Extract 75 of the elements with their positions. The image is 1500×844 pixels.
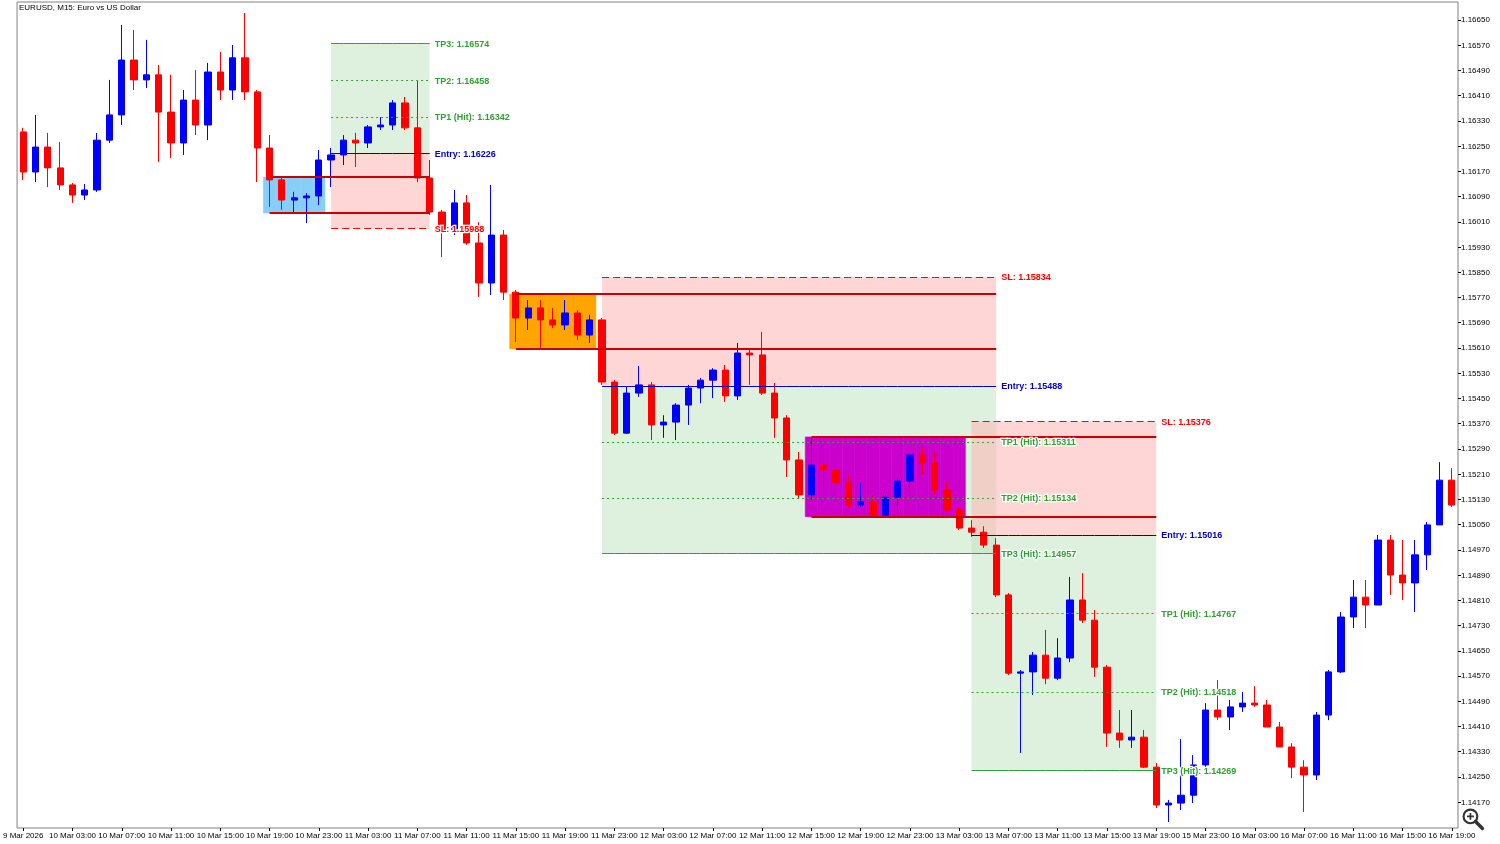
y-tick-label: 1.16570 [1461,40,1491,50]
x-tick-label: 12 Mar 07:00 [689,830,738,840]
y-tick-label: 1.16490 [1461,65,1491,75]
y-tick-label: 1.16250 [1461,141,1491,151]
series-label: TP2: 1.16458 [434,75,490,86]
x-tick-label: 11 Mar 11:00 [443,830,491,840]
y-tick-label: 1.14250 [1461,772,1491,782]
chart-title: EURUSD, M15: Euro vs US Dollar [19,2,142,12]
series-label: TP3: 1.16574 [434,38,490,49]
x-tick-label: 16 Mar 15:00 [1379,830,1427,840]
x-tick-label: 13 Mar 19:00 [1132,830,1181,840]
x-tick-label: 10 Mar 03:00 [48,830,97,840]
y-tick-label: 1.15210 [1461,469,1491,479]
series-label: TP1 (Hit): 1.14767 [1161,608,1237,619]
x-tick-label: 15 Mar 23:00 [1181,830,1230,840]
y-tick-label: 1.15610 [1461,343,1491,353]
x-tick-label: 10 Mar 23:00 [295,830,343,840]
y-tick-label: 1.14970 [1461,545,1491,555]
x-tick-label: 16 Mar 07:00 [1280,830,1329,840]
x-tick-label: 13 Mar 11:00 [1034,830,1082,840]
y-tick-label: 1.16170 [1461,166,1491,176]
y-tick-label: 1.14490 [1461,696,1491,706]
x-tick-label: 12 Mar 11:00 [738,830,786,840]
x-tick-label: 11 Mar 19:00 [541,830,589,840]
y-tick-label: 1.15850 [1461,267,1491,277]
x-tick-label: 11 Mar 15:00 [492,830,540,840]
x-tick-label: 13 Mar 07:00 [984,830,1033,840]
y-tick-label: 1.15370 [1461,419,1491,429]
y-tick-label: 1.16090 [1461,192,1491,202]
x-tick-label: 12 Mar 03:00 [640,830,688,840]
y-tick-label: 1.14650 [1461,646,1491,656]
y-tick-label: 1.14730 [1461,621,1491,631]
y-tick-label: 1.16010 [1461,217,1491,227]
x-tick-label: 9 Mar 2026 [3,830,45,840]
x-tick-label: 16 Mar 03:00 [1231,830,1279,840]
y-tick-label: 1.15530 [1461,368,1491,378]
y-tick-label: 1.16650 [1461,15,1491,25]
y-tick-label: 1.15770 [1461,293,1491,303]
x-tick-label: 10 Mar 19:00 [245,830,294,840]
x-tick-label: 11 Mar 23:00 [591,830,639,840]
x-tick-label: 11 Mar 03:00 [344,830,392,840]
x-tick-label: 11 Mar 07:00 [394,830,442,840]
y-tick-label: 1.16330 [1461,116,1491,126]
series-label: TP1 (Hit): 1.16342 [434,112,510,123]
series-label: TP2 (Hit): 1.15134 [1001,493,1077,504]
y-tick-label: 1.14330 [1461,747,1491,757]
x-tick-label: 12 Mar 23:00 [886,830,935,840]
y-tick-label: 1.15050 [1461,520,1491,530]
y-tick-label: 1.14810 [1461,595,1491,605]
x-tick-label: 12 Mar 15:00 [787,830,836,840]
series-label: SL: 1.15376 [1161,416,1211,427]
x-tick-label: 13 Mar 03:00 [935,830,984,840]
x-tick-label: 16 Mar 19:00 [1428,830,1476,840]
series-label: Entry: 1.15488 [1001,381,1063,392]
x-tick-label: 10 Mar 07:00 [98,830,146,840]
y-tick-label: 1.14890 [1461,570,1491,580]
y-tick-label: 1.15450 [1461,393,1491,403]
y-tick-label: 1.14410 [1461,721,1491,731]
y-tick-label: 1.16410 [1461,91,1491,101]
x-tick-label: 13 Mar 15:00 [1083,830,1132,840]
series-label: Entry: 1.16226 [434,148,496,159]
y-tick-label: 1.15130 [1461,494,1491,504]
y-tick-label: 1.14170 [1461,797,1491,807]
y-tick-label: 1.14570 [1461,671,1491,681]
y-tick-label: 1.15930 [1461,242,1491,252]
y-tick-label: 1.15290 [1461,444,1491,454]
x-tick-label: 10 Mar 15:00 [196,830,245,840]
x-tick-label: 12 Mar 19:00 [837,830,885,840]
series-label: SL: 1.15834 [1001,272,1051,283]
y-tick-label: 1.15690 [1461,318,1491,328]
series-label: TP3 (Hit): 1.14957 [1001,548,1077,559]
series-label: TP1 (Hit): 1.15311 [1001,437,1076,448]
series-label: Entry: 1.15016 [1161,530,1223,541]
x-tick-label: 10 Mar 11:00 [147,830,195,840]
x-tick-label: 16 Mar 11:00 [1330,830,1378,840]
